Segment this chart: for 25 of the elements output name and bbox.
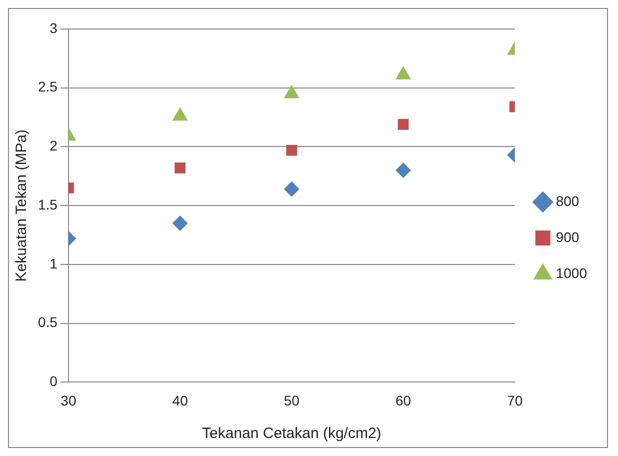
point bbox=[174, 162, 186, 174]
legend-label: 900 bbox=[556, 228, 580, 245]
y-tick-label: 1.5 bbox=[38, 196, 58, 212]
y-axis-title: Kekuatan Tekan (MPa) bbox=[13, 129, 30, 282]
x-tick-label: 60 bbox=[395, 392, 412, 408]
point bbox=[396, 162, 411, 178]
point bbox=[284, 182, 300, 197]
point bbox=[284, 85, 300, 98]
y-tick-label: 1 bbox=[50, 255, 58, 272]
x-tick-label: 40 bbox=[172, 392, 188, 408]
y-tick-label: 3 bbox=[50, 20, 58, 36]
y-tick-label: 2.5 bbox=[38, 78, 58, 95]
legend-label: 1000 bbox=[556, 264, 588, 281]
y-tick-label: 0.5 bbox=[38, 314, 58, 330]
point bbox=[286, 144, 298, 156]
y-tick-label: 0 bbox=[50, 373, 58, 390]
legend-label: 800 bbox=[556, 192, 580, 209]
y-tick-label: 2 bbox=[50, 138, 58, 154]
x-axis-title: Tekanan Cetakan (kg/cm2) bbox=[202, 425, 382, 442]
x-tick-label: 50 bbox=[284, 392, 300, 408]
point bbox=[172, 216, 188, 231]
x-tick-label: 30 bbox=[60, 392, 76, 408]
point bbox=[396, 66, 411, 80]
point bbox=[398, 118, 409, 130]
x-tick-label: 70 bbox=[507, 392, 523, 408]
